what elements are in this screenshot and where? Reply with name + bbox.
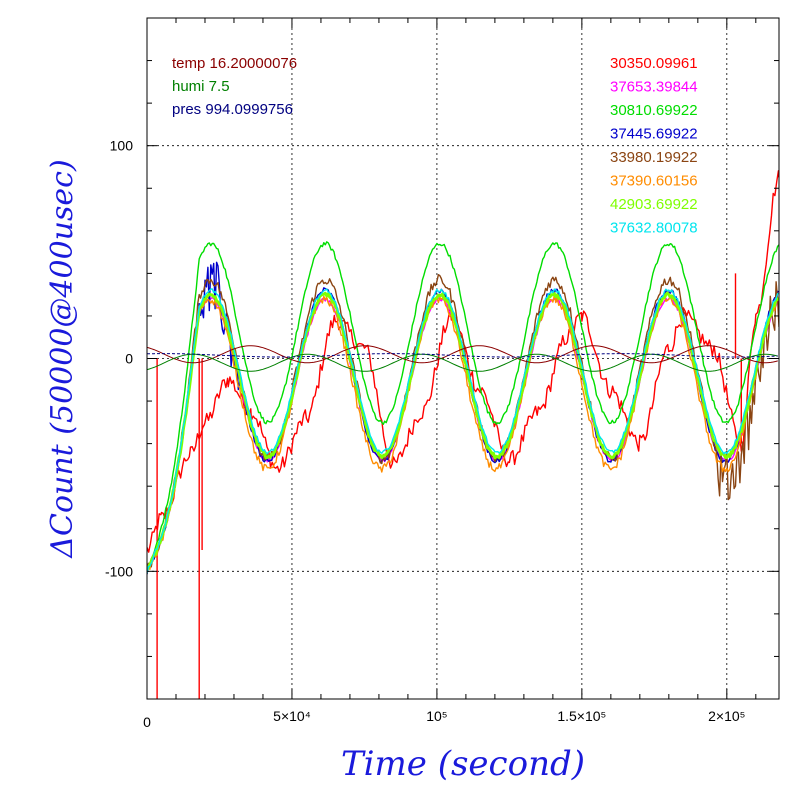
series-line-2 <box>147 241 779 572</box>
env-curve-2 <box>147 353 778 358</box>
series-legend-entry: 30350.09961 <box>610 55 698 72</box>
series-line-6 <box>147 291 779 571</box>
env-legend-entry: temp 16.20000076 <box>172 55 297 72</box>
series-legend-entry: 42903.69922 <box>610 196 698 213</box>
env-legend-entry: humi 7.5 <box>172 78 230 95</box>
series-line-0 <box>147 170 779 699</box>
y-tick-label: 100 <box>110 138 134 154</box>
x-tick-label: 0 <box>143 714 151 730</box>
axis-ticks <box>146 17 779 700</box>
series-line-5 <box>147 294 779 571</box>
y-axis-title: ΔCount (50000@400usec) <box>45 159 80 558</box>
tick-labels: 0 5×10⁴ 10⁵ 1.5×10⁵ 2×10⁵ 100 0 -100 <box>105 138 746 730</box>
env-curve-1 <box>147 353 778 372</box>
series-legend-entry: 37445.69922 <box>610 126 698 143</box>
env-legend-entry: pres 994.0999756 <box>172 101 293 118</box>
env-curve-0 <box>147 345 778 364</box>
environment-curves <box>147 345 778 372</box>
series-line-7 <box>147 288 779 574</box>
y-tick-label: 0 <box>125 351 133 367</box>
environment-legend: temp 16.20000076 humi 7.5 pres 994.0999756 <box>172 55 297 118</box>
series-legend-entry: 30810.69922 <box>610 102 698 119</box>
x-tick-label: 10⁵ <box>426 708 447 724</box>
series-legend-entry: 37632.80078 <box>610 220 698 237</box>
series-legend: 30350.09961 37653.39844 30810.69922 37445.6… <box>610 55 698 237</box>
y-tick-label: -100 <box>105 563 133 579</box>
series-legend-entry: 37653.39844 <box>610 79 698 96</box>
series-legend-entry: 37390.60156 <box>610 173 698 190</box>
x-tick-label: 2×10⁵ <box>708 708 745 724</box>
x-axis-title: Time (second) <box>341 744 585 784</box>
x-tick-label: 1.5×10⁵ <box>557 708 606 724</box>
series-legend-entry: 33980.19922 <box>610 149 698 166</box>
x-tick-label: 5×10⁴ <box>273 708 311 724</box>
series-layer <box>147 170 779 699</box>
